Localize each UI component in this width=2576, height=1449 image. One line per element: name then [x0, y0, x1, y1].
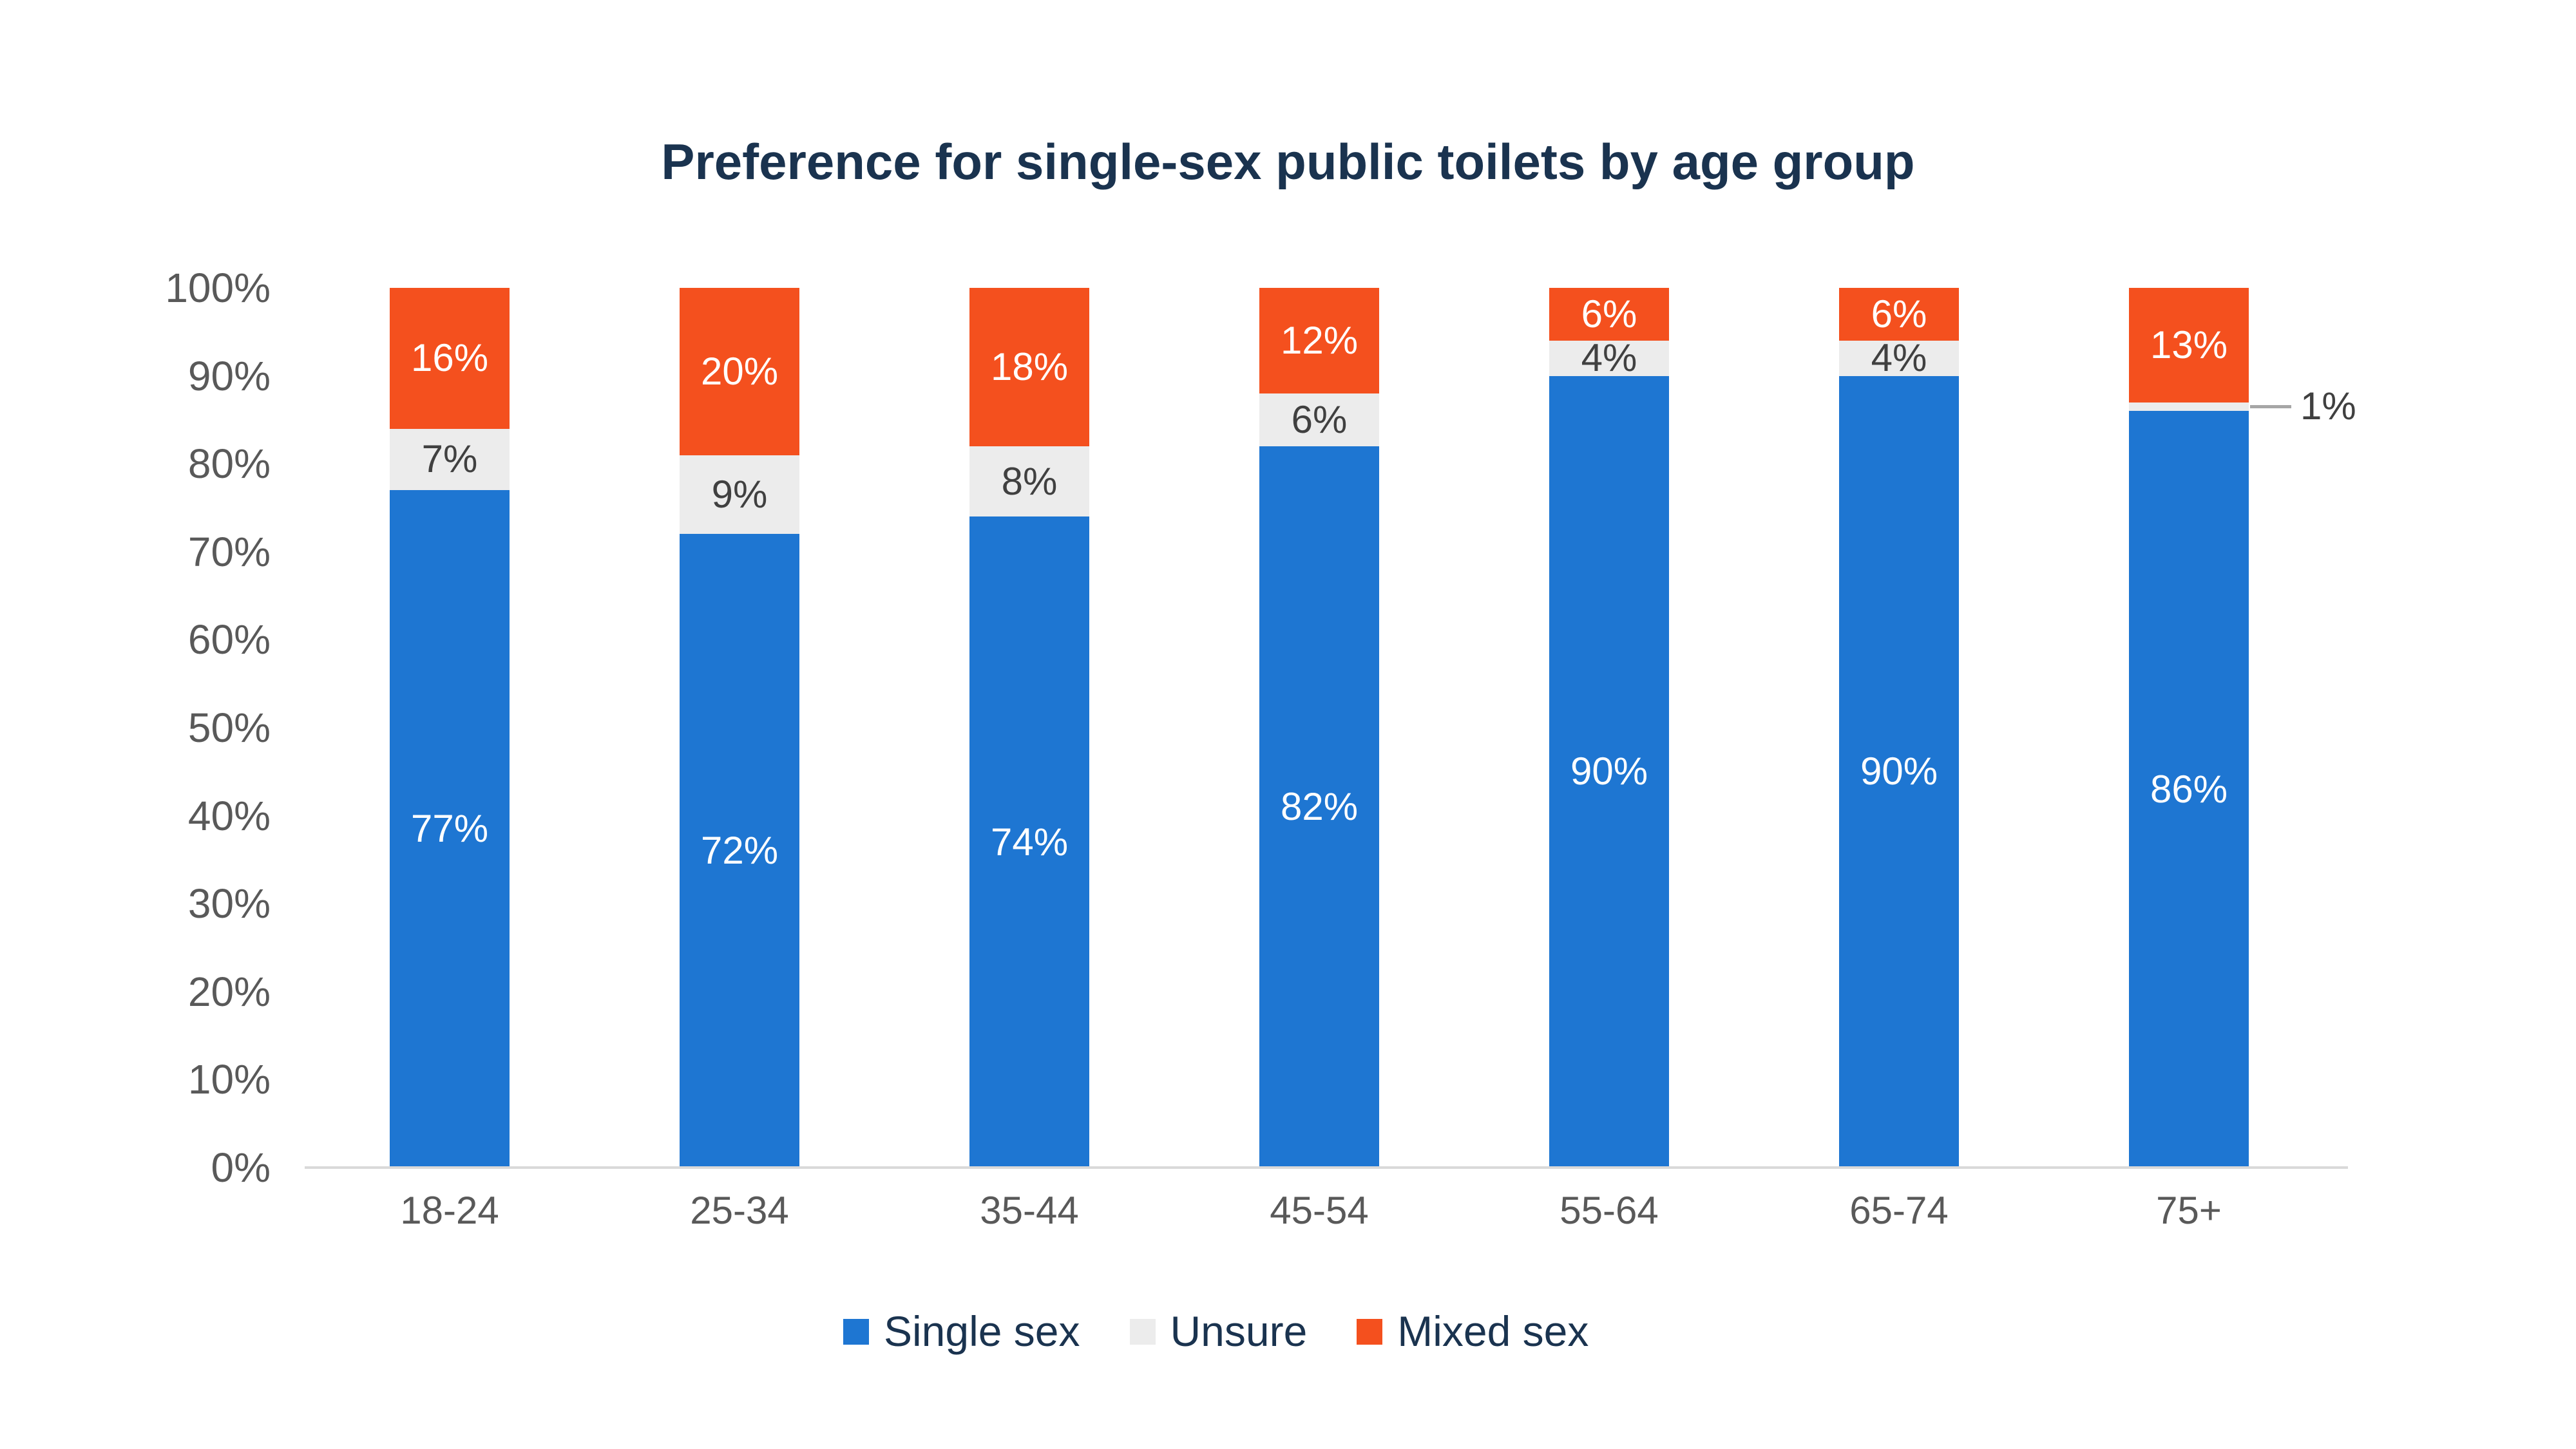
bar-segment — [969, 446, 1089, 517]
legend-label: Single sex — [884, 1307, 1080, 1355]
bar-segment-label: 4% — [1581, 336, 1637, 380]
bar-segment-label: 90% — [1570, 750, 1648, 793]
bar-segment-label: 86% — [2150, 767, 2228, 811]
stacked-bar: 77% 7% 16% — [390, 288, 510, 1168]
chart-title: Preference for single-sex public toilets… — [661, 133, 1915, 190]
legend-item: Single sex — [843, 1306, 1080, 1357]
y-axis-tick-label: 20% — [187, 968, 271, 1015]
y-axis-tick-label: 0% — [211, 1144, 271, 1191]
bar-segment-label: 8% — [1001, 459, 1058, 503]
bar-segment — [680, 288, 799, 455]
stacked-bar: 74% 8% 18% — [969, 288, 1089, 1168]
bar-segment-label: 72% — [700, 829, 779, 873]
bar-segment-label: 4% — [1871, 336, 1927, 380]
annotation-leader-line — [2250, 405, 2291, 409]
bar-segment-label: 77% — [410, 807, 489, 851]
legend-label: Mixed sex — [1397, 1307, 1589, 1355]
y-axis-tick-label: 70% — [187, 528, 271, 575]
bar-segment-label: 13% — [2150, 323, 2228, 366]
bar-segment-label: 7% — [421, 437, 478, 481]
x-axis-category-label: 55-64 — [1560, 1189, 1659, 1232]
bar-segment — [390, 428, 510, 491]
x-axis-category-label: 35-44 — [980, 1189, 1079, 1232]
y-axis-tick-label: 100% — [165, 265, 271, 311]
bar-segment-label: 74% — [990, 820, 1069, 864]
legend-swatch — [1129, 1318, 1156, 1345]
legend-label: Unsure — [1170, 1307, 1308, 1355]
bar-segment-label: 20% — [700, 349, 779, 393]
bar-segment — [390, 490, 510, 1168]
bar-segment — [1839, 340, 1959, 376]
x-axis-line — [305, 1166, 2348, 1169]
bar-segment — [680, 455, 799, 535]
bar-segment — [1259, 446, 1379, 1168]
bar-column: 77% 7% 16% — [305, 288, 595, 1168]
bar-segment — [2129, 402, 2249, 412]
legend-item: Unsure — [1129, 1306, 1308, 1357]
bar-segment — [969, 288, 1089, 446]
y-axis-tick-label: 10% — [187, 1056, 271, 1103]
bar-column: 90% 4% 6% — [1754, 288, 2044, 1168]
stacked-bar: 90% 4% 6% — [1549, 288, 1669, 1168]
bar-column: 74% 8% 18% — [884, 288, 1174, 1168]
y-axis-tick-label: 50% — [187, 705, 271, 751]
bar-segment-label: 12% — [1280, 318, 1359, 362]
bar-segment-label: 6% — [1581, 292, 1637, 336]
x-axis-category-label: 45-54 — [1270, 1189, 1369, 1232]
bar-segment — [1549, 375, 1669, 1168]
bar-segment — [1839, 375, 1959, 1168]
bar-segment-label: 6% — [1871, 292, 1927, 336]
bar-segment-label: 82% — [1280, 784, 1359, 828]
stacked-bar: 86% 13% — [2129, 288, 2249, 1168]
y-axis: 0% 10% 20% 30% 40% 50% 60% 70% 80% 90% 100% — [0, 267, 271, 1188]
stacked-bar: 90% 4% 6% — [1839, 288, 1959, 1168]
y-axis-tick-label: 40% — [187, 792, 271, 839]
legend-swatch — [1357, 1318, 1383, 1345]
x-axis-category-label: 65-74 — [1849, 1189, 1949, 1232]
bar-segment — [680, 534, 799, 1168]
bar-segment — [1259, 393, 1379, 446]
bar-segment-label: 90% — [1860, 750, 1938, 793]
y-axis-tick-label: 30% — [187, 880, 271, 927]
bar-segment — [2129, 288, 2249, 402]
legend-item: Mixed sex — [1357, 1306, 1589, 1357]
stacked-bar: 72% 9% 20% — [680, 288, 799, 1168]
bar-segment — [2129, 411, 2249, 1168]
legend-swatch — [843, 1318, 869, 1345]
y-axis-tick-label: 80% — [187, 440, 271, 488]
y-axis-tick-label: 60% — [187, 616, 271, 663]
bar-segment — [390, 288, 510, 429]
bar-segment-label: 18% — [990, 345, 1069, 388]
bar-segment — [969, 516, 1089, 1168]
bar-segment-label: 9% — [711, 473, 768, 516]
x-axis-labels: 18-24 25-34 35-44 45-54 55-64 65-74 75+ — [305, 1191, 2334, 1236]
legend: Single sex Unsure Mixed sex — [843, 1306, 1589, 1357]
bar-column: 90% 4% 6% — [1464, 288, 1754, 1168]
bar-segment-label: 16% — [410, 336, 489, 380]
bar-segment-label: 6% — [1291, 397, 1348, 441]
bar-segment — [1549, 288, 1669, 341]
bar-column: 82% 6% 12% — [1174, 288, 1464, 1168]
plot-area: 77% 7% 16% 72% 9% 20% 74% 8% 18% 82% 6% 12% 90% 4% 6% 9… — [305, 288, 2356, 1168]
x-axis-category-label: 18-24 — [400, 1189, 499, 1232]
stacked-bar: 82% 6% 12% — [1259, 288, 1379, 1168]
x-axis-category-label: 75+ — [2156, 1189, 2222, 1232]
annotation-label: 1% — [2300, 384, 2356, 428]
bar-segment — [1839, 288, 1959, 341]
bar-column: 72% 9% 20% — [595, 288, 884, 1168]
bar-segment — [1259, 288, 1379, 393]
y-axis-tick-label: 90% — [187, 352, 271, 399]
bar-segment — [1549, 340, 1669, 376]
bar-column: 86% 13% 1% — [2044, 288, 2356, 1168]
x-axis-category-label: 25-34 — [690, 1189, 789, 1232]
